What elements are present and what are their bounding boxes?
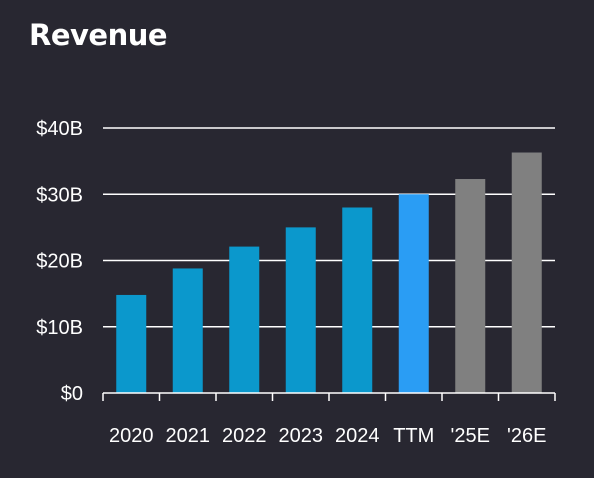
y-tick-label: $10B — [36, 317, 83, 339]
x-tick-label: 2024 — [335, 425, 380, 447]
chart-title: Revenue — [29, 18, 168, 52]
y-tick-label: $40B — [36, 118, 83, 140]
x-tick-label: '26E — [507, 425, 546, 447]
bar-2024 — [342, 207, 373, 393]
y-tick-label: $0 — [61, 383, 83, 405]
bar-2020 — [116, 294, 147, 393]
bar-2021 — [172, 268, 203, 393]
x-tick-label: 2022 — [222, 425, 267, 447]
x-tick-label: '25E — [451, 425, 490, 447]
x-tick-label: 2021 — [166, 425, 211, 447]
bar-ttm — [398, 194, 429, 393]
x-tick-label: TTM — [393, 425, 434, 447]
x-tick-label: 2020 — [109, 425, 154, 447]
x-tick-labels: 2020 2021 2022 2023 2024 TTM '25E '26E — [109, 425, 546, 447]
bar-2022 — [229, 246, 260, 393]
bar-26e — [511, 152, 542, 393]
y-tick-label: $30B — [36, 184, 83, 206]
bar-25e — [455, 179, 486, 393]
y-tick-labels: $0 $10B $20B $30B $40B — [36, 118, 83, 405]
bars — [116, 152, 542, 393]
y-tick-label: $20B — [36, 251, 83, 273]
x-tick-label: 2023 — [279, 425, 324, 447]
bar-2023 — [285, 227, 316, 393]
gridlines — [103, 127, 555, 328]
x-axis — [102, 392, 556, 401]
